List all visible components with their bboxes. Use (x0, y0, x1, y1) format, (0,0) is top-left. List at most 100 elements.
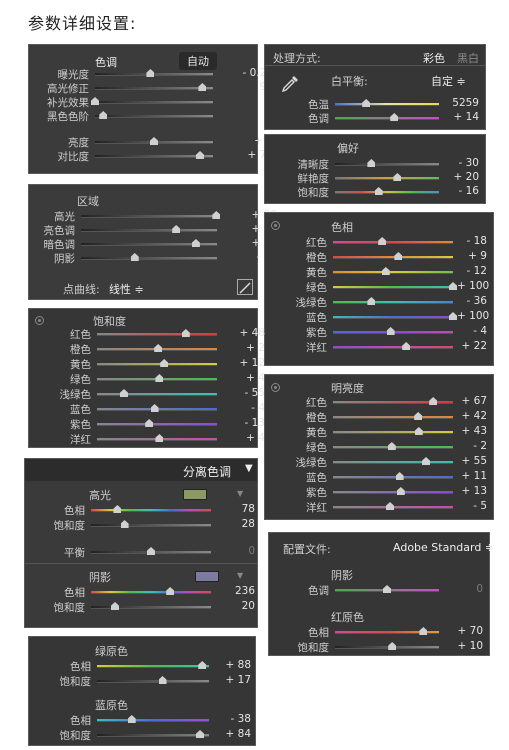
slider-track[interactable] (335, 177, 439, 180)
bw-option[interactable]: 黑白 (457, 52, 479, 65)
split-header[interactable]: 分离色调 ▼ (25, 459, 257, 481)
target-adjust-icon[interactable] (271, 383, 280, 392)
slider-thumb[interactable] (120, 520, 129, 528)
slider-thumb[interactable] (127, 715, 136, 723)
slider-thumb[interactable] (158, 676, 167, 684)
slider-thumb[interactable] (155, 434, 164, 442)
slider-thumb[interactable] (150, 137, 158, 145)
slider-track[interactable] (91, 606, 211, 609)
slider-thumb[interactable] (394, 252, 403, 260)
slider-track[interactable] (81, 229, 217, 232)
slider-thumb[interactable] (386, 502, 394, 510)
slider-thumb[interactable] (395, 472, 404, 480)
slider-track[interactable] (97, 719, 209, 722)
slider-track[interactable] (333, 401, 453, 404)
slider-track[interactable] (97, 363, 217, 366)
chevron-down-icon[interactable]: ▼ (237, 571, 244, 580)
slider-thumb[interactable] (145, 419, 154, 427)
slider-thumb[interactable] (160, 359, 169, 367)
target-adjust-icon[interactable] (271, 221, 280, 230)
slider-track[interactable] (97, 393, 217, 396)
slider-thumb[interactable] (367, 297, 376, 305)
slider-thumb[interactable] (155, 374, 164, 382)
slider-thumb[interactable] (196, 730, 205, 738)
slider-thumb[interactable] (91, 97, 99, 105)
slider-thumb[interactable] (120, 389, 128, 397)
slider-thumb[interactable] (414, 412, 423, 420)
slider-track[interactable] (91, 509, 211, 512)
slider-thumb[interactable] (383, 585, 391, 593)
slider-track[interactable] (81, 215, 217, 218)
slider-thumb[interactable] (181, 329, 190, 337)
chevron-down-icon[interactable]: ▼ (237, 489, 244, 498)
collapse-icon[interactable]: ▼ (245, 463, 253, 474)
slider-thumb[interactable] (381, 267, 390, 275)
slider-track[interactable] (95, 115, 213, 118)
target-adjust-icon[interactable] (35, 316, 44, 325)
eyedropper-icon[interactable] (279, 73, 301, 95)
slider-track[interactable] (335, 631, 439, 634)
slider-track[interactable] (333, 286, 453, 289)
slider-thumb[interactable] (198, 661, 207, 669)
slider-track[interactable] (95, 155, 213, 158)
slider-thumb[interactable] (147, 547, 155, 555)
profile-select[interactable]: Adobe Standard ≑ (393, 541, 495, 554)
slider-track[interactable] (333, 431, 453, 434)
slider-thumb[interactable] (429, 397, 438, 405)
slider-track[interactable] (333, 301, 453, 304)
auto-button[interactable]: 自动 (179, 52, 217, 70)
shadow-color-swatch[interactable] (195, 571, 219, 582)
curve-edit-icon[interactable] (237, 279, 253, 295)
slider-thumb[interactable] (388, 642, 397, 650)
slider-thumb[interactable] (113, 505, 122, 513)
slider-track[interactable] (335, 163, 439, 166)
slider-track[interactable] (333, 256, 453, 259)
slider-track[interactable] (97, 423, 217, 426)
slider-thumb[interactable] (387, 442, 396, 450)
slider-thumb[interactable] (419, 627, 428, 635)
slider-track[interactable] (81, 257, 217, 260)
wb-value[interactable]: 自定 ≑ (431, 75, 466, 88)
highlight-color-swatch[interactable] (183, 489, 207, 500)
slider-track[interactable] (335, 117, 439, 120)
slider-track[interactable] (335, 191, 439, 194)
slider-track[interactable] (97, 333, 217, 336)
slider-track[interactable] (335, 646, 439, 649)
slider-thumb[interactable] (390, 113, 399, 121)
slider-track[interactable] (97, 680, 209, 683)
slider-thumb[interactable] (449, 312, 457, 320)
slider-thumb[interactable] (198, 83, 207, 91)
slider-thumb[interactable] (111, 602, 119, 610)
slider-track[interactable] (333, 316, 453, 319)
slider-track[interactable] (335, 103, 439, 106)
slider-thumb[interactable] (130, 253, 139, 261)
slider-thumb[interactable] (154, 344, 163, 352)
slider-thumb[interactable] (402, 342, 411, 350)
slider-thumb[interactable] (172, 225, 181, 233)
slider-thumb[interactable] (422, 457, 430, 465)
slider-track[interactable] (95, 87, 213, 90)
slider-thumb[interactable] (374, 187, 383, 195)
slider-track[interactable] (333, 491, 453, 494)
slider-thumb[interactable] (166, 587, 175, 595)
slider-thumb[interactable] (396, 487, 405, 495)
slider-thumb[interactable] (191, 239, 200, 247)
slider-thumb[interactable] (386, 327, 395, 335)
slider-track[interactable] (97, 734, 209, 737)
slider-track[interactable] (333, 241, 453, 244)
color-option[interactable]: 彩色 (423, 52, 445, 65)
slider-track[interactable] (97, 665, 209, 668)
slider-track[interactable] (333, 346, 453, 349)
slider-thumb[interactable] (99, 111, 108, 119)
slider-thumb[interactable] (449, 282, 457, 290)
slider-thumb[interactable] (146, 69, 155, 77)
curve-select[interactable]: 线性 ≑ (109, 283, 144, 296)
slider-thumb[interactable] (378, 237, 387, 245)
slider-track[interactable] (81, 243, 217, 246)
slider-track[interactable] (333, 271, 453, 274)
slider-track[interactable] (91, 524, 211, 527)
slider-thumb[interactable] (362, 99, 371, 107)
slider-track[interactable] (95, 101, 213, 104)
slider-thumb[interactable] (367, 159, 376, 167)
slider-thumb[interactable] (196, 151, 205, 159)
